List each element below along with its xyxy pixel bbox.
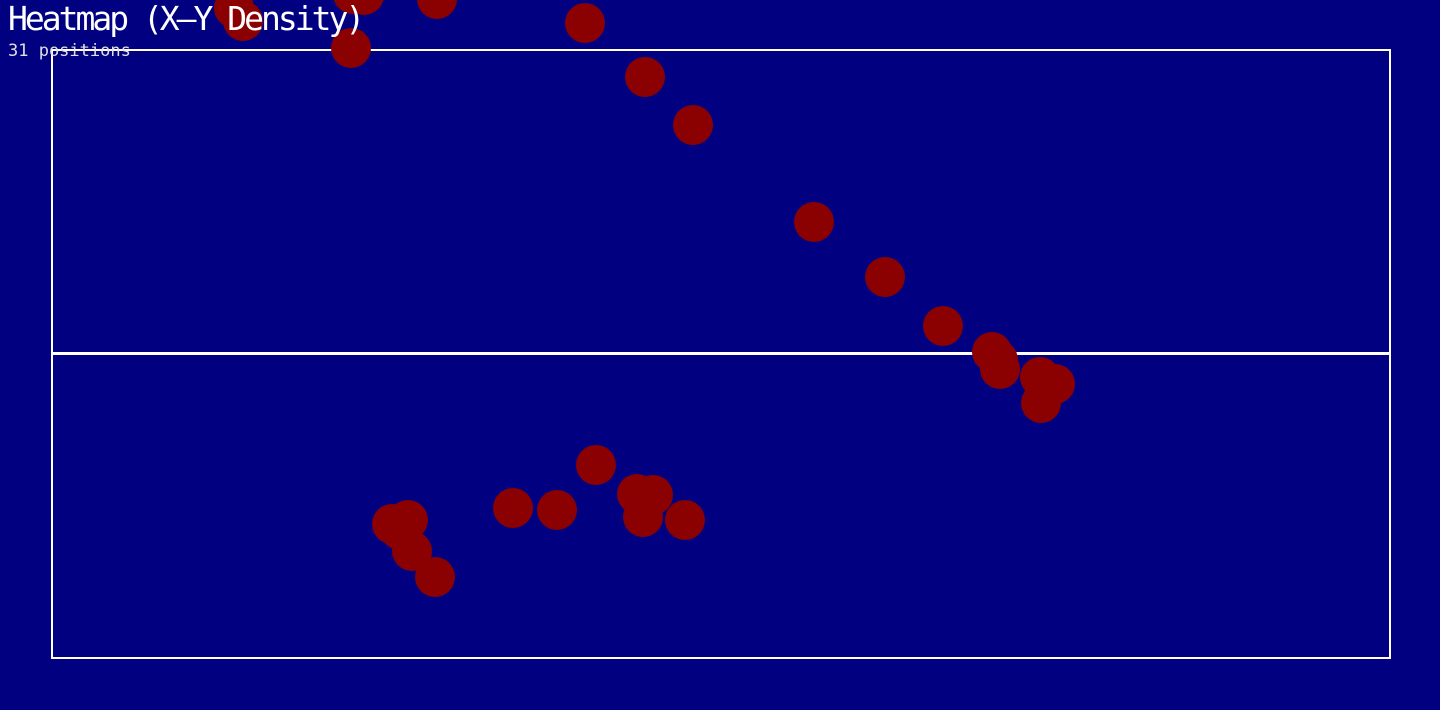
density-dot [415, 557, 455, 597]
density-dot [392, 531, 432, 571]
chart-subtitle: 31 positions [8, 41, 131, 61]
density-dot [623, 497, 663, 537]
density-dot [794, 202, 834, 242]
density-dot [576, 445, 616, 485]
density-dot [673, 105, 713, 145]
density-dot [625, 57, 665, 97]
density-dot [565, 3, 605, 43]
density-dot [923, 306, 963, 346]
density-dot [493, 488, 533, 528]
density-dot [1021, 383, 1061, 423]
density-dot [537, 490, 577, 530]
density-dot [865, 257, 905, 297]
density-dot [665, 500, 705, 540]
chart-title: Heatmap (X—Y Density) [8, 0, 365, 38]
row-divider-line [51, 352, 1391, 355]
density-dot [344, 0, 384, 15]
density-dot [980, 349, 1020, 389]
density-dot [331, 28, 371, 68]
density-dot [417, 0, 457, 19]
density-dot [223, 1, 263, 41]
